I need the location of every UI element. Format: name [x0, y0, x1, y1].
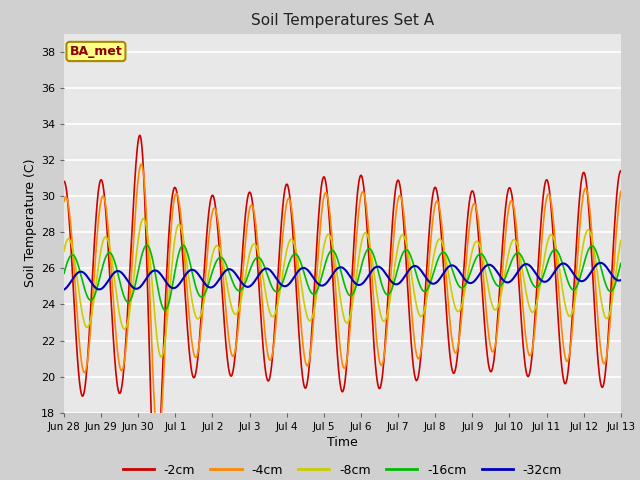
Legend: -2cm, -4cm, -8cm, -16cm, -32cm: -2cm, -4cm, -8cm, -16cm, -32cm [119, 460, 566, 480]
-4cm [617, 189, 625, 194]
-4cm [308, 330, 316, 336]
-4cm [138, 161, 145, 167]
-4cm [297, 320, 305, 326]
-16cm [126, 298, 134, 304]
-2cm [308, 317, 316, 323]
-16cm [297, 260, 305, 266]
-32cm [617, 277, 625, 283]
-8cm [378, 315, 385, 321]
Line: -16cm: -16cm [64, 245, 621, 310]
-2cm [617, 168, 625, 174]
-2cm [378, 379, 385, 385]
Line: -32cm: -32cm [64, 263, 621, 289]
-16cm [617, 261, 625, 266]
Line: -4cm: -4cm [64, 164, 621, 441]
-8cm [157, 354, 165, 360]
-32cm [60, 287, 68, 292]
-4cm [154, 438, 162, 444]
-4cm [103, 214, 111, 219]
-16cm [143, 242, 150, 248]
-16cm [308, 291, 316, 297]
-32cm [103, 279, 111, 285]
Title: Soil Temperatures Set A: Soil Temperatures Set A [251, 13, 434, 28]
-16cm [60, 270, 68, 276]
-2cm [60, 179, 68, 184]
-8cm [103, 236, 111, 241]
-16cm [161, 307, 169, 313]
-4cm [319, 203, 326, 208]
Line: -2cm: -2cm [64, 135, 621, 480]
-32cm [377, 265, 385, 271]
-32cm [318, 283, 326, 288]
-8cm [308, 313, 316, 319]
-32cm [596, 260, 604, 266]
-2cm [103, 228, 111, 233]
-2cm [297, 359, 305, 364]
-4cm [60, 199, 68, 204]
-8cm [617, 238, 625, 243]
-16cm [319, 271, 326, 276]
-2cm [126, 269, 134, 275]
-4cm [378, 362, 385, 368]
-8cm [297, 279, 305, 285]
Y-axis label: Soil Temperature (C): Soil Temperature (C) [24, 159, 36, 288]
-16cm [378, 281, 385, 287]
-8cm [140, 216, 147, 221]
-4cm [126, 297, 134, 303]
Line: -8cm: -8cm [64, 218, 621, 357]
-2cm [319, 177, 326, 182]
-16cm [103, 252, 111, 257]
-8cm [126, 308, 134, 313]
Text: BA_met: BA_met [70, 45, 122, 58]
-2cm [136, 132, 143, 138]
-32cm [296, 266, 304, 272]
-8cm [319, 251, 326, 257]
-32cm [126, 281, 134, 287]
-32cm [308, 273, 316, 278]
X-axis label: Time: Time [327, 436, 358, 449]
-8cm [60, 248, 68, 254]
